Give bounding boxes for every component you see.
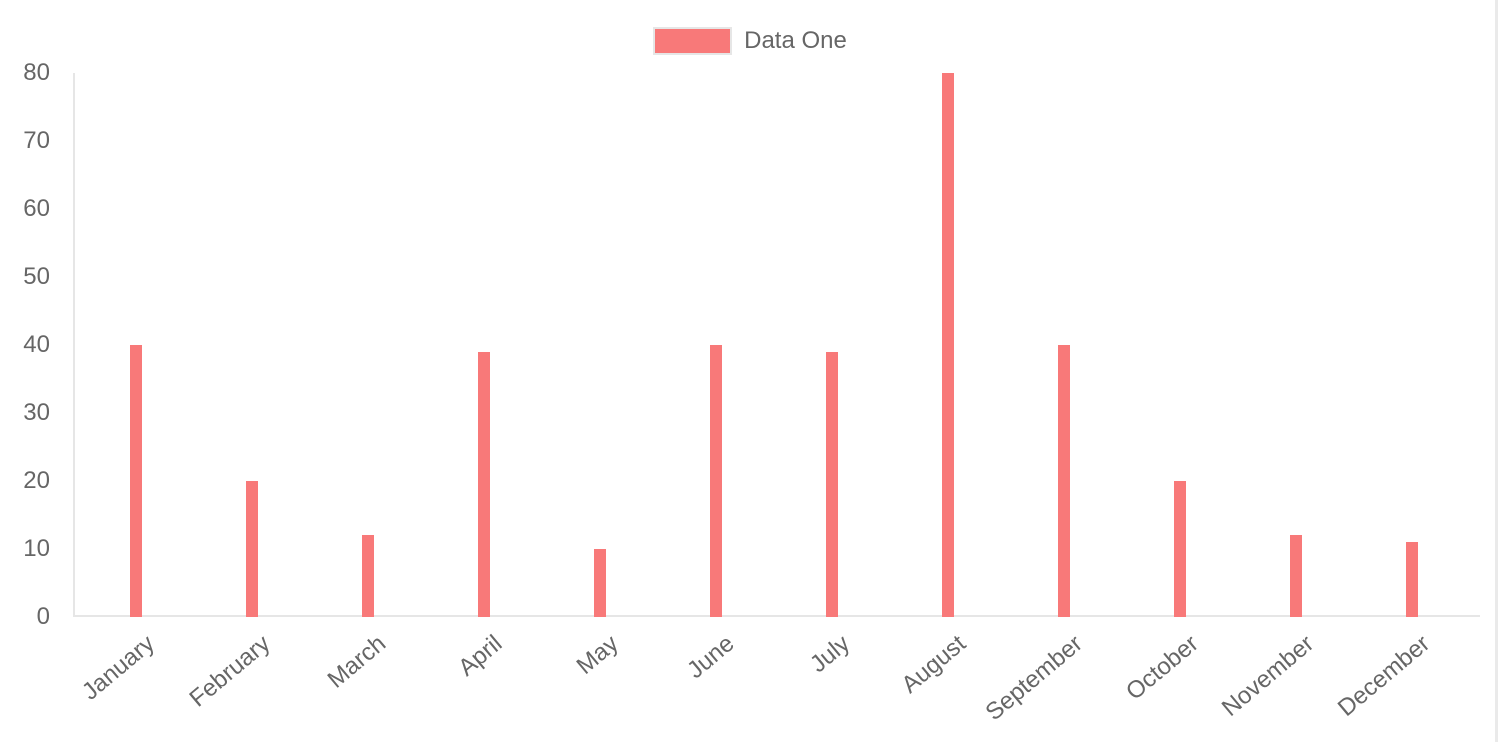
y-axis-tick-label: 50 xyxy=(23,263,50,290)
x-axis-label-march: March xyxy=(322,630,392,694)
x-axis-label-september: September xyxy=(980,630,1088,727)
right-edge-border xyxy=(1495,0,1498,742)
legend-label: Data One xyxy=(744,27,847,54)
y-axis-tick-label: 10 xyxy=(23,535,50,562)
bar-june[interactable] xyxy=(710,345,722,617)
chart-legend: Data One xyxy=(0,27,1500,55)
y-axis-tick-label: 60 xyxy=(23,195,50,222)
legend-color-swatch xyxy=(653,27,733,55)
bar-march[interactable] xyxy=(362,535,374,617)
bar-january[interactable] xyxy=(130,345,142,617)
bar-october[interactable] xyxy=(1174,481,1186,617)
x-axis-label-august: August xyxy=(896,630,972,699)
x-axis-line xyxy=(73,615,1480,617)
y-axis-tick-label: 40 xyxy=(23,331,50,358)
y-axis-tick-label: 30 xyxy=(23,399,50,426)
bar-july[interactable] xyxy=(826,351,838,617)
x-axis-label-june: June xyxy=(682,630,740,685)
y-axis-tick-label: 80 xyxy=(23,59,50,86)
x-axis-label-april: April xyxy=(453,630,508,682)
bar-april[interactable] xyxy=(478,351,490,617)
bar-may[interactable] xyxy=(594,549,606,617)
x-axis-label-may: May xyxy=(571,630,624,680)
x-axis-label-november: November xyxy=(1217,630,1320,722)
legend-item-data-one[interactable]: Data One xyxy=(653,27,847,55)
x-axis-label-december: December xyxy=(1333,630,1436,722)
bar-december[interactable] xyxy=(1406,542,1418,617)
y-axis-tick-label: 70 xyxy=(23,127,50,154)
x-axis-label-february: February xyxy=(184,630,276,713)
x-axis-label-january: January xyxy=(76,630,160,706)
bar-september[interactable] xyxy=(1058,345,1070,617)
y-axis-tick-label: 20 xyxy=(23,467,50,494)
bar-november[interactable] xyxy=(1290,535,1302,617)
x-axis-label-july: July xyxy=(805,630,856,679)
bar-february[interactable] xyxy=(246,481,258,617)
y-axis-tick-label: 0 xyxy=(36,603,50,630)
x-axis-label-october: October xyxy=(1120,630,1204,706)
bar-august[interactable] xyxy=(942,73,954,617)
y-axis-line xyxy=(73,73,75,617)
